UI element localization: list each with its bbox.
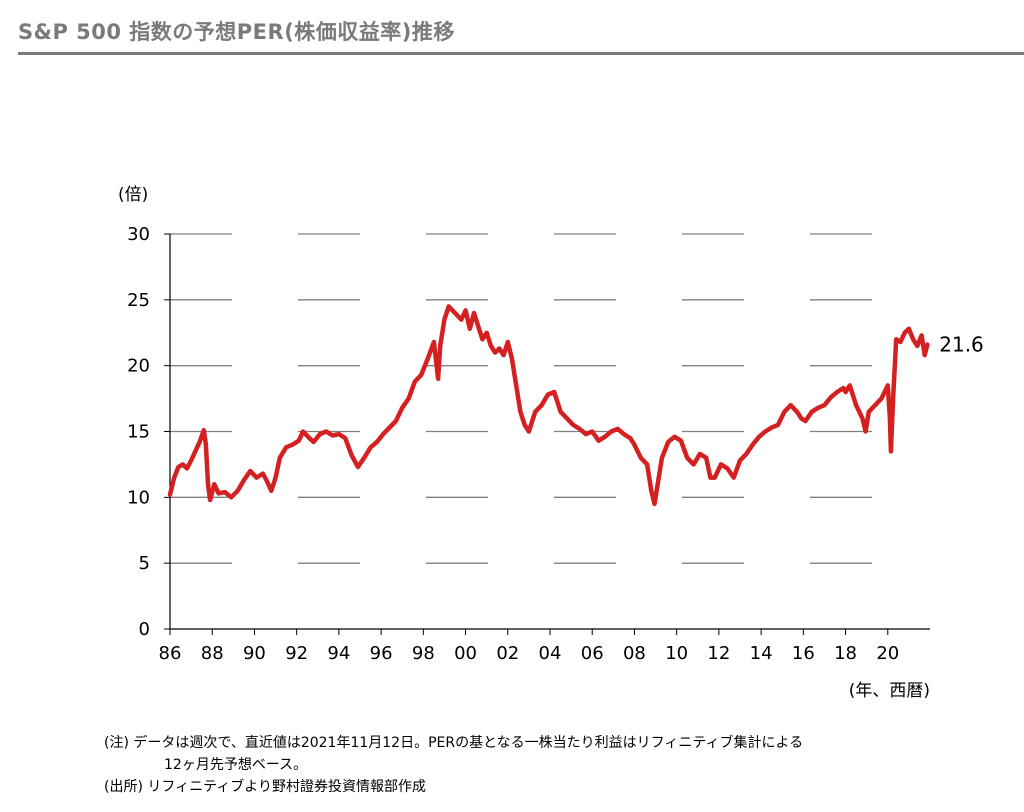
x-tick-label: 98 <box>412 643 435 664</box>
latest-value-label: 21.6 <box>939 333 984 357</box>
x-tick-label: 86 <box>159 643 182 664</box>
x-tick-label: 92 <box>285 643 308 664</box>
x-tick-label: 08 <box>623 643 646 664</box>
y-tick-label: 5 <box>139 553 150 574</box>
y-tick-label: 10 <box>127 487 150 508</box>
gridlines <box>170 233 930 564</box>
series-layer <box>167 304 930 507</box>
x-tick-label: 96 <box>370 643 393 664</box>
x-tick-label: 20 <box>876 643 899 664</box>
x-tick-label: 06 <box>581 643 604 664</box>
y-tick-label: 30 <box>127 224 150 245</box>
x-tick-label: 18 <box>834 643 857 664</box>
y-tick-label: 15 <box>127 422 150 443</box>
y-tick-label: 0 <box>139 619 150 640</box>
x-tick-label: 12 <box>707 643 730 664</box>
x-axis-label: (年、西暦) <box>849 681 930 701</box>
annotations: 21.6 <box>939 333 984 357</box>
x-tick-label: 10 <box>665 643 688 664</box>
note-line-2: 12ヶ月先予想ベース。 <box>164 757 308 773</box>
source-note: (出所) リフィニティブより野村證券投資情報部作成 <box>104 779 426 795</box>
y-axis-label: (倍) <box>118 185 148 205</box>
x-tick-label: 16 <box>792 643 815 664</box>
note-line-1: (注) データは週次で、直近値は2021年11月12日。PERの基となる一株当た… <box>104 735 804 751</box>
x-tick-label: 90 <box>243 643 266 664</box>
y-tick-label: 20 <box>127 356 150 377</box>
per-series-line <box>167 304 930 507</box>
chart-title: S&P 500 指数の予想PER(株価収益率)推移 <box>18 20 455 44</box>
x-tick-label: 14 <box>750 643 773 664</box>
y-tick-label: 25 <box>127 290 150 311</box>
tick-labels: 0 5 10 15 20 25 30 86 88 90 92 94 96 98 00 02 04 06 08 10 12… <box>127 224 899 664</box>
x-tick-label: 02 <box>496 643 519 664</box>
x-tick-label: 00 <box>454 643 477 664</box>
x-tick-label: 94 <box>327 643 350 664</box>
x-tick-label: 04 <box>539 643 562 664</box>
title-underline <box>18 52 1024 55</box>
x-tick-label: 88 <box>201 643 224 664</box>
